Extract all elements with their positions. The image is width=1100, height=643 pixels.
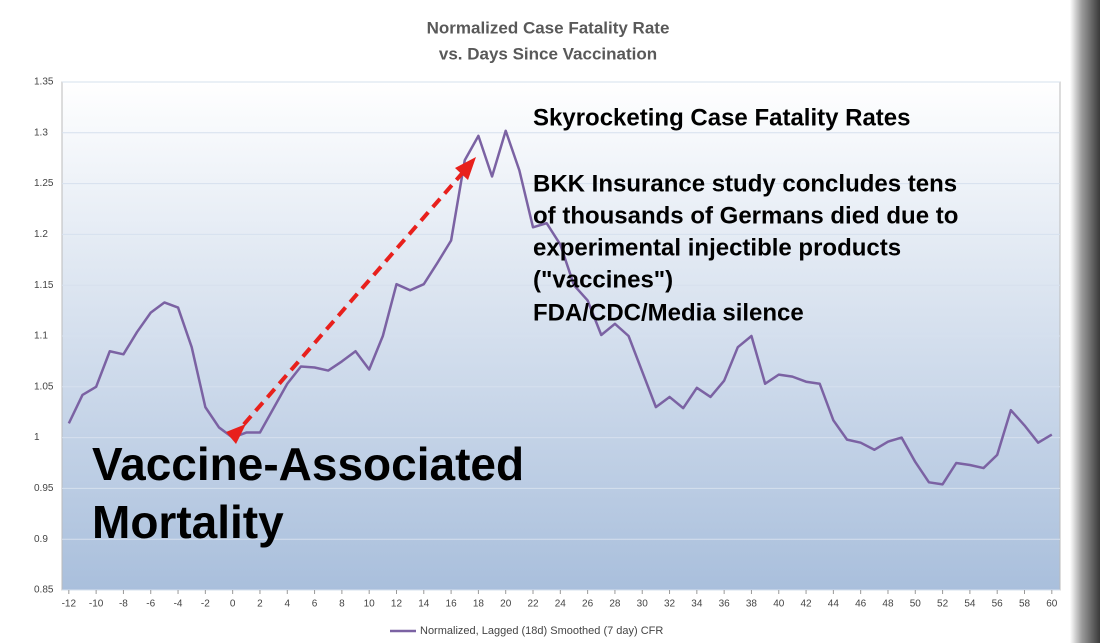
x-tick-label: 28 — [609, 599, 621, 610]
y-tick-label: 1.35 — [34, 77, 54, 88]
y-tick-label: 1.25 — [34, 178, 54, 189]
y-tick-label: 1.2 — [34, 229, 48, 240]
x-tick-label: 10 — [364, 599, 376, 610]
x-tick-label: 8 — [339, 599, 345, 610]
x-tick-label: 58 — [1019, 599, 1031, 610]
x-tick-label: 26 — [582, 599, 594, 610]
x-tick-label: 34 — [691, 599, 703, 610]
x-tick-label: 2 — [257, 599, 263, 610]
x-tick-label: 24 — [555, 599, 567, 610]
x-tick-label: 42 — [801, 599, 813, 610]
x-tick-label: 4 — [284, 599, 290, 610]
y-tick-label: 1.3 — [34, 127, 48, 138]
y-tick-label: 0.95 — [34, 483, 54, 494]
x-tick-label: 30 — [637, 599, 649, 610]
annotation: of thousands of Germans died due to — [533, 202, 958, 229]
annotation: FDA/CDC/Media silence — [533, 299, 804, 326]
x-tick-label: 36 — [719, 599, 731, 610]
x-tick-label: -2 — [201, 599, 210, 610]
x-tick-label: -8 — [119, 599, 128, 610]
x-tick-label: 0 — [230, 599, 236, 610]
x-tick-label: 20 — [500, 599, 512, 610]
y-tick-label: 0.9 — [34, 534, 48, 545]
x-tick-label: 60 — [1046, 599, 1058, 610]
y-tick-label: 1 — [34, 432, 40, 443]
x-tick-label: 52 — [937, 599, 949, 610]
chart-subtitle: vs. Days Since Vaccination — [439, 44, 657, 63]
x-tick-label: -6 — [146, 599, 155, 610]
frame-edge — [1070, 0, 1100, 643]
x-tick-label: 14 — [418, 599, 430, 610]
x-tick-label: 48 — [882, 599, 894, 610]
annotation: Skyrocketing Case Fatality Rates — [533, 104, 911, 131]
x-tick-label: -4 — [174, 599, 183, 610]
big-annotation: Mortality — [92, 496, 284, 548]
x-tick-label: 40 — [773, 599, 785, 610]
arrow-head — [226, 424, 246, 444]
x-tick-label: 44 — [828, 599, 840, 610]
legend-label: Normalized, Lagged (18d) Smoothed (7 day… — [420, 625, 663, 637]
x-tick-label: 38 — [746, 599, 758, 610]
x-tick-label: 18 — [473, 599, 485, 610]
x-tick-label: 12 — [391, 599, 403, 610]
x-tick-label: 16 — [446, 599, 458, 610]
x-tick-label: -10 — [89, 599, 104, 610]
x-tick-label: 50 — [910, 599, 922, 610]
annotation: experimental injectible products — [533, 234, 901, 261]
x-tick-label: 6 — [312, 599, 318, 610]
arrow-line — [230, 160, 474, 440]
annotation: ("vaccines") — [533, 266, 673, 293]
x-tick-label: -12 — [62, 599, 77, 610]
big-annotation: Vaccine-Associated — [92, 438, 524, 490]
arrow-head — [455, 157, 476, 180]
y-tick-label: 0.85 — [34, 585, 54, 596]
x-tick-label: 56 — [992, 599, 1004, 610]
chart-title: Normalized Case Fatality Rate — [427, 18, 670, 37]
y-tick-label: 1.1 — [34, 331, 48, 342]
y-tick-label: 1.15 — [34, 280, 54, 291]
annotation: BKK Insurance study concludes tens — [533, 170, 957, 197]
x-tick-label: 46 — [855, 599, 867, 610]
x-tick-label: 54 — [964, 599, 976, 610]
x-tick-label: 22 — [527, 599, 539, 610]
x-tick-label: 32 — [664, 599, 676, 610]
y-tick-label: 1.05 — [34, 381, 54, 392]
